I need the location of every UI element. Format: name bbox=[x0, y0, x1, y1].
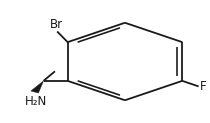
Text: H₂N: H₂N bbox=[25, 95, 47, 108]
Text: Br: Br bbox=[50, 18, 63, 31]
Text: F: F bbox=[200, 80, 207, 93]
Polygon shape bbox=[31, 81, 43, 93]
